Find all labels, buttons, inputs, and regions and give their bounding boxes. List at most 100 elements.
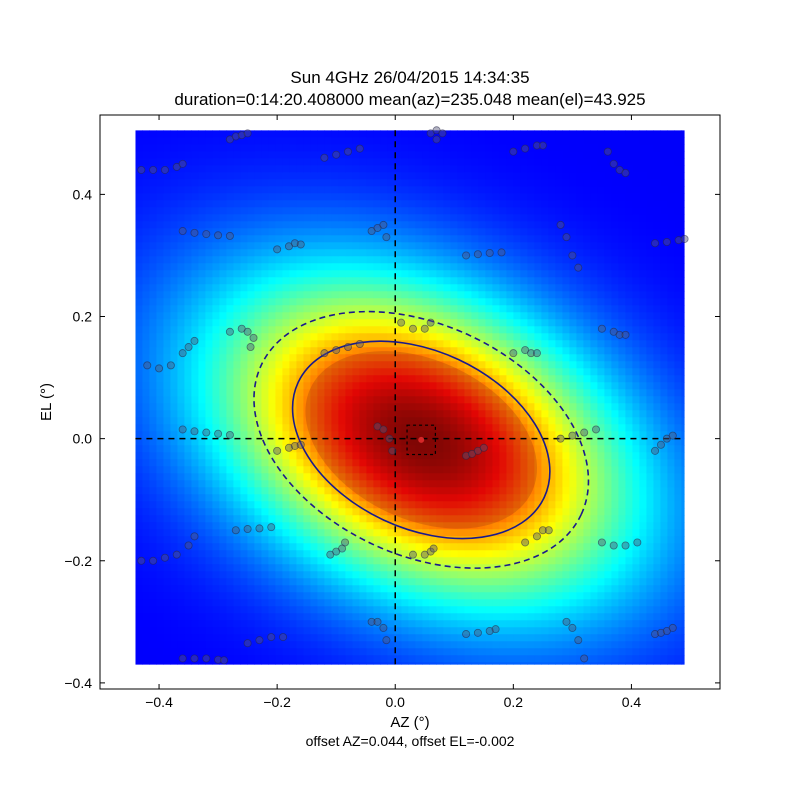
scan-point [379, 425, 388, 434]
scan-point [408, 550, 417, 559]
x-tick-label: −0.4 [145, 694, 173, 710]
scan-point [190, 336, 199, 345]
scan-point [462, 630, 471, 639]
scan-point [237, 131, 246, 140]
scan-point [668, 623, 677, 632]
y-tick-label: −0.2 [64, 553, 92, 569]
scan-point [279, 633, 288, 642]
scan-point [225, 327, 234, 336]
scan-point [290, 441, 299, 450]
scan-point [397, 318, 406, 327]
halfpower-contour [291, 340, 551, 540]
scan-point [568, 623, 577, 632]
scan-point [462, 251, 471, 260]
scan-point [538, 526, 547, 535]
scan-point [429, 544, 438, 553]
scan-point [202, 230, 211, 239]
scan-point [532, 532, 541, 541]
scan-point [155, 364, 164, 373]
scan-point [225, 231, 234, 240]
scan-point [556, 220, 565, 229]
scan-point [190, 427, 199, 436]
scan-point [296, 240, 305, 249]
beam-heatmap [135, 130, 685, 665]
scan-point [178, 227, 187, 236]
scan-point [408, 324, 417, 333]
scan-point [341, 538, 350, 547]
scan-point [603, 147, 612, 156]
y-tick-label: 0.0 [73, 431, 93, 447]
x-tick-label: 0.4 [622, 694, 642, 710]
scan-point [367, 617, 376, 626]
scan-point [320, 349, 329, 358]
scan-point [320, 153, 329, 162]
scan-point [662, 238, 671, 247]
scan-point [249, 333, 258, 342]
scan-point [621, 330, 630, 339]
scan-point [184, 343, 193, 352]
scan-point [532, 349, 541, 358]
scan-point [680, 234, 689, 243]
scan-point [674, 236, 683, 245]
scan-point [651, 239, 660, 248]
scan-point [597, 538, 606, 547]
scan-point [609, 541, 618, 550]
scan-point [143, 361, 152, 370]
scan-point [574, 636, 583, 645]
scan-point [621, 169, 630, 178]
scan-point [656, 628, 665, 637]
offset-marker [418, 436, 425, 443]
scan-point [355, 339, 364, 348]
scan-point [479, 443, 488, 452]
scan-point [214, 429, 223, 438]
scan-point [497, 248, 506, 257]
scan-point [432, 135, 441, 144]
scan-point [137, 556, 146, 565]
scan-point [420, 324, 429, 333]
scan-point [284, 443, 293, 452]
scan-point [615, 330, 624, 339]
beam-contours [253, 310, 590, 569]
scan-point [178, 425, 187, 434]
scan-point [562, 617, 571, 626]
scan-point [491, 625, 500, 634]
scan-point [521, 144, 530, 153]
offset-caption: offset AZ=0.044, offset EL=-0.002 [306, 733, 515, 749]
scan-point [651, 630, 660, 639]
scan-point [556, 434, 565, 443]
scan-point [267, 633, 276, 642]
scan-point [462, 451, 471, 460]
scan-point [438, 129, 447, 138]
scan-point [149, 556, 158, 565]
scan-point [521, 538, 530, 547]
scan-point [332, 346, 341, 355]
scan-point [190, 532, 199, 541]
scan-point [509, 147, 518, 156]
scan-point [426, 318, 435, 327]
scan-point [532, 141, 541, 150]
scan-point [562, 233, 571, 242]
scan-point [290, 239, 299, 248]
scan-point [243, 327, 252, 336]
scan-point [172, 550, 181, 559]
scan-point [343, 343, 352, 352]
scan-point [202, 654, 211, 663]
y-axis-label: EL (°) [38, 383, 55, 421]
scan-point [538, 141, 547, 150]
scan-point [214, 655, 223, 664]
crosshair-lines [135, 130, 685, 665]
scan-point [255, 524, 264, 533]
scan-point [243, 129, 252, 138]
scan-point [544, 526, 553, 535]
scan-point [190, 228, 199, 237]
outer-contour [253, 310, 590, 569]
scan-point [656, 440, 665, 449]
y-tick-label: −0.4 [64, 675, 92, 691]
scan-point [485, 249, 494, 258]
x-tick-label: 0.2 [504, 694, 524, 710]
scan-point [568, 431, 577, 440]
scan-point [509, 349, 518, 358]
scan-point [267, 523, 276, 532]
y-axis-ticks: −0.4 −0.2 0.0 0.2 0.4 [64, 186, 720, 691]
scan-point [668, 431, 677, 440]
